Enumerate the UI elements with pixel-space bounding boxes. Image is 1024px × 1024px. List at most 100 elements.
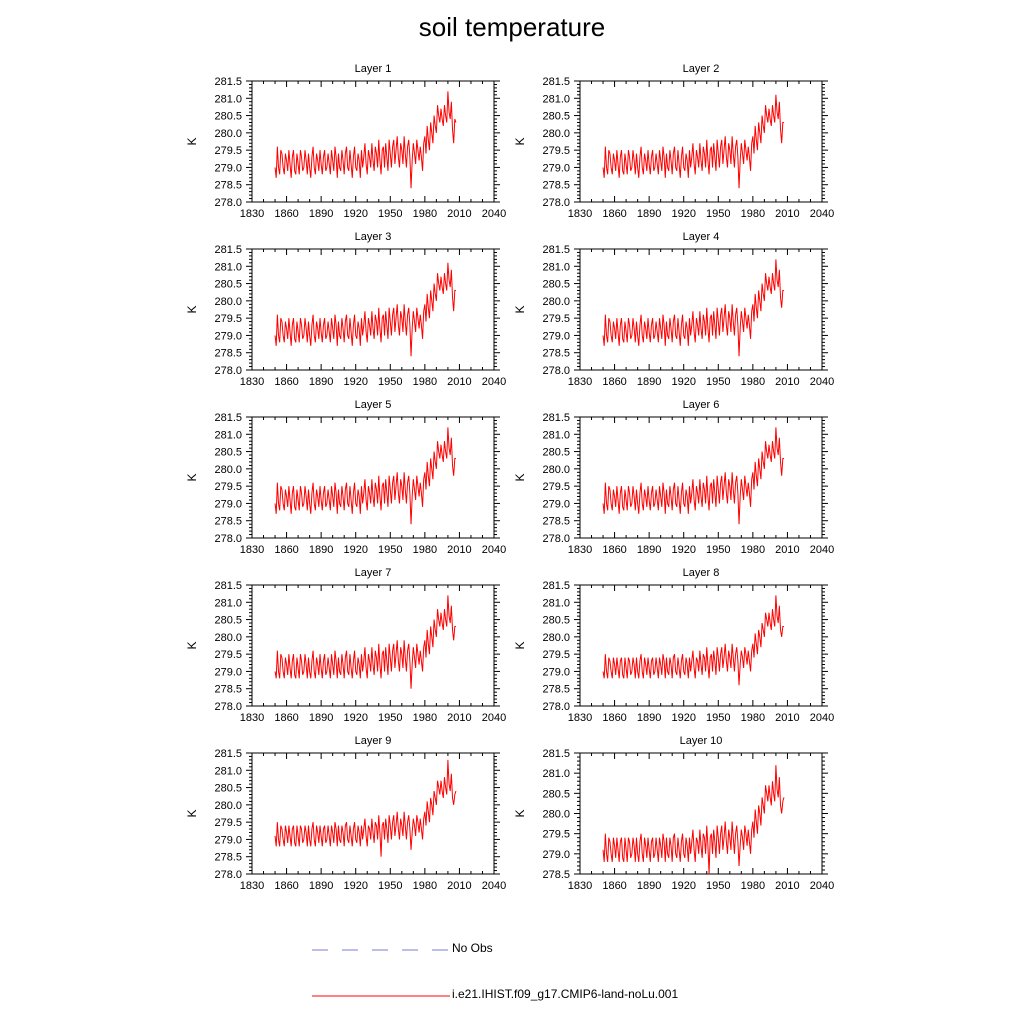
x-tick-label: 1980	[741, 880, 765, 892]
y-tick-label: 279.5	[542, 313, 570, 325]
x-tick-label: 2010	[447, 712, 471, 724]
y-tick-label: 278.5	[214, 348, 242, 360]
x-tick-label: 1920	[671, 880, 695, 892]
x-tick-label: 1920	[343, 880, 367, 892]
x-tick-label: 1890	[637, 208, 661, 220]
y-tick-label: 281.0	[542, 429, 570, 441]
x-tick-label: 1860	[274, 208, 298, 220]
chart-panel-5: Layer 5 K 1830 1860 1890 1920 1950 1980 2010 2040…	[185, 399, 506, 556]
y-axis-label: K	[185, 137, 199, 145]
y-tick-label: 280.0	[542, 464, 570, 476]
plot-frame	[251, 752, 495, 875]
y-tick-label: 278.5	[542, 516, 570, 528]
x-tick-label: 1980	[413, 208, 437, 220]
y-tick-label: 279.5	[214, 817, 242, 829]
x-tick-label: 2040	[810, 712, 834, 724]
x-tick-label: 1860	[274, 376, 298, 388]
panel-title: Layer 8	[683, 567, 720, 579]
x-tick-label: 1920	[343, 544, 367, 556]
x-tick-label: 2040	[810, 376, 834, 388]
y-tick-label: 279.5	[214, 313, 242, 325]
panel-title: Layer 7	[355, 567, 392, 579]
x-tick-label: 1950	[378, 712, 402, 724]
x-tick-label: 1920	[671, 712, 695, 724]
x-tick-label: 2010	[775, 712, 799, 724]
chart-panel-3: Layer 3 K 1830 1860 1890 1920 1950 1980 2010 2040…	[185, 231, 506, 388]
x-tick-label: 2010	[447, 376, 471, 388]
chart-panel-10: Layer 10 K 1830 1860 1890 1920 1950 1980 2010 204…	[513, 735, 834, 892]
x-tick-label: 1950	[378, 208, 402, 220]
y-tick-label: 280.5	[214, 111, 242, 123]
y-tick-label: 280.0	[214, 632, 242, 644]
plot-frame	[251, 80, 495, 203]
x-tick-label: 1830	[568, 376, 592, 388]
panel-title: Layer 5	[355, 399, 392, 411]
y-tick-label: 280.0	[214, 128, 242, 140]
x-tick-label: 1860	[602, 712, 626, 724]
y-tick-label: 281.5	[214, 76, 242, 88]
plot-frame	[251, 416, 495, 539]
y-tick-label: 279.5	[542, 829, 570, 841]
y-tick-label: 281.5	[214, 412, 242, 424]
y-tick-label: 279.5	[214, 145, 242, 157]
y-tick-label: 279.5	[542, 145, 570, 157]
y-tick-label: 281.0	[214, 597, 242, 609]
y-tick-label: 280.5	[542, 447, 570, 459]
x-tick-label: 1830	[240, 880, 264, 892]
x-tick-label: 1830	[568, 712, 592, 724]
y-tick-label: 281.0	[214, 429, 242, 441]
x-tick-label: 1980	[413, 880, 437, 892]
plot-frame	[579, 248, 823, 371]
legend-item-no-obs: No Obs	[312, 940, 532, 960]
x-tick-label: 1980	[741, 712, 765, 724]
x-tick-label: 1860	[274, 544, 298, 556]
x-tick-label: 2040	[810, 544, 834, 556]
x-tick-label: 2010	[775, 376, 799, 388]
plot-frame	[251, 584, 495, 707]
x-tick-label: 1920	[671, 376, 695, 388]
y-tick-label: 278.0	[214, 701, 242, 713]
y-tick-label: 278.0	[542, 533, 570, 545]
y-axis-label: K	[513, 305, 527, 313]
y-tick-label: 281.0	[214, 765, 242, 777]
y-tick-label: 278.5	[542, 348, 570, 360]
panel-title: Layer 3	[355, 231, 392, 243]
y-axis-label: K	[513, 809, 527, 817]
y-tick-label: 281.5	[542, 76, 570, 88]
x-tick-label: 1890	[637, 376, 661, 388]
y-tick-label: 279.0	[214, 162, 242, 174]
chart-panel-9: Layer 9 K 1830 1860 1890 1920 1950 1980 2010 2040…	[185, 735, 506, 892]
plot-frame	[579, 584, 823, 707]
panel-title: Layer 10	[680, 735, 723, 747]
series-line	[274, 91, 457, 189]
y-tick-label: 279.0	[214, 834, 242, 846]
y-tick-label: 279.0	[542, 666, 570, 678]
y-tick-label: 281.0	[542, 261, 570, 273]
x-tick-label: 2040	[810, 880, 834, 892]
y-tick-label: 281.5	[542, 412, 570, 424]
y-tick-label: 278.5	[214, 852, 242, 864]
y-tick-label: 278.5	[214, 516, 242, 528]
y-tick-label: 281.0	[542, 597, 570, 609]
x-tick-label: 1890	[637, 544, 661, 556]
chart-panel-7: Layer 7 K 1830 1860 1890 1920 1950 1980 2010 2040…	[185, 567, 506, 724]
y-tick-label: 281.0	[542, 768, 570, 780]
legend-label-no-obs: No Obs	[452, 941, 493, 955]
x-tick-label: 1890	[637, 880, 661, 892]
x-tick-label: 1980	[413, 376, 437, 388]
y-tick-label: 279.5	[214, 481, 242, 493]
x-tick-label: 2040	[482, 208, 506, 220]
y-axis-label: K	[513, 137, 527, 145]
x-tick-label: 1830	[240, 376, 264, 388]
legend-label-model-run: i.e21.IHIST.f09_g17.CMIP6-land-noLu.001	[452, 987, 679, 1001]
y-tick-label: 281.5	[542, 244, 570, 256]
chart-panel-2: Layer 2 K 1830 1860 1890 1920 1950 1980 2010 2040…	[513, 63, 834, 220]
legend-swatch-dashed	[312, 949, 450, 951]
y-tick-label: 281.0	[542, 93, 570, 105]
x-tick-label: 1860	[602, 544, 626, 556]
y-tick-label: 280.5	[542, 111, 570, 123]
y-tick-label: 279.0	[214, 498, 242, 510]
y-tick-label: 278.0	[542, 197, 570, 209]
x-tick-label: 1920	[671, 208, 695, 220]
